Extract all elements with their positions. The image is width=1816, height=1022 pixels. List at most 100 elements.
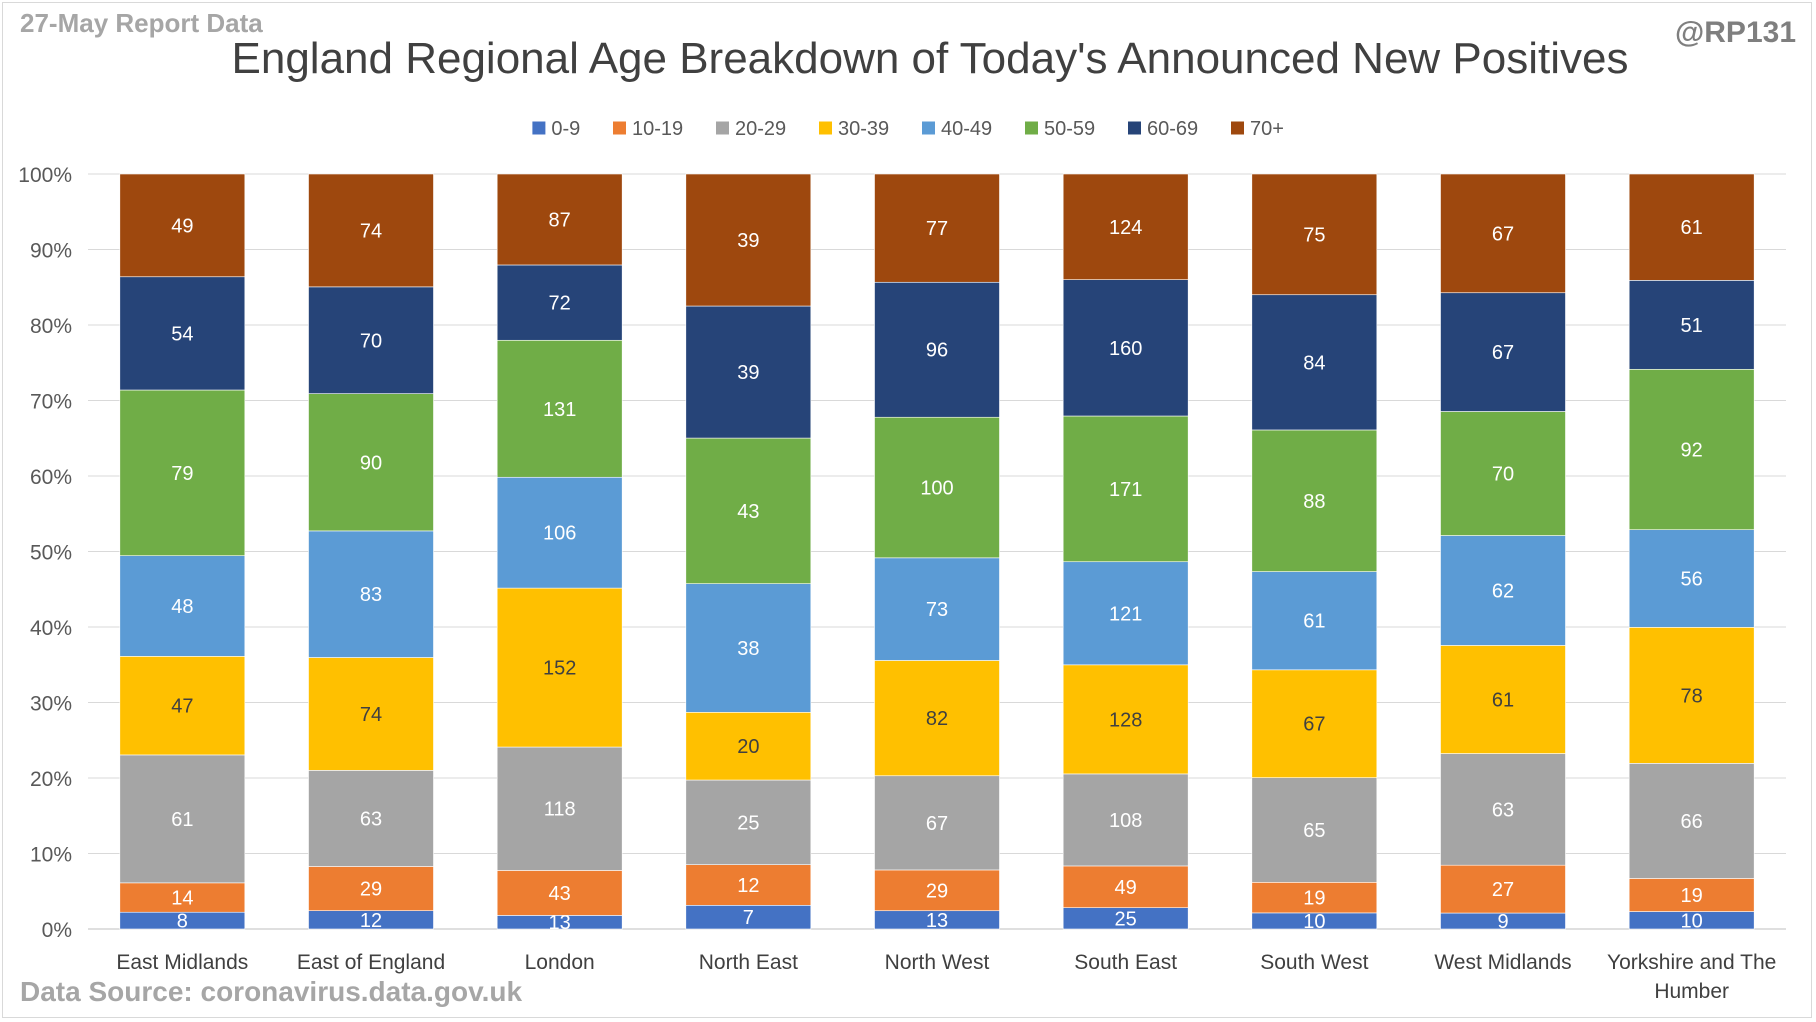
data-label: 72 [549, 293, 571, 315]
bar-segment [1062, 173, 1189, 280]
data-label: 67 [926, 813, 948, 835]
data-label: 7 [743, 907, 754, 929]
data-label: 54 [171, 323, 193, 345]
legend-swatch [819, 121, 832, 135]
x-tick-label: East of England [297, 951, 445, 974]
bar-segment [308, 770, 434, 867]
data-label: 43 [549, 883, 571, 905]
chart-title: England Regional Age Breakdown of Today'… [231, 34, 1629, 83]
y-tick-label: 60% [30, 466, 72, 489]
data-label: 61 [1681, 217, 1703, 239]
bar-segment [308, 393, 434, 532]
bar-segment [1440, 292, 1566, 412]
y-tick-label: 40% [30, 617, 72, 640]
data-label: 121 [1109, 603, 1142, 625]
data-label: 27 [1492, 879, 1514, 901]
bar-segment [874, 660, 1000, 777]
data-label: 160 [1109, 338, 1142, 360]
bar-segment [685, 583, 812, 713]
bar-segment [874, 775, 1000, 871]
legend-label: 20-29 [735, 118, 786, 140]
bar-segment [685, 864, 812, 906]
legend-label: 60-69 [1147, 118, 1198, 140]
bar-segment [685, 437, 812, 584]
data-label: 12 [360, 910, 382, 932]
data-label: 106 [543, 523, 576, 545]
legend-swatch [613, 121, 626, 135]
bar-segment [874, 281, 1000, 418]
x-tick-label: Humber [1654, 980, 1729, 1003]
bar-segment [119, 754, 246, 884]
bar-segment [496, 746, 623, 871]
data-label: 87 [549, 209, 571, 231]
data-label: 67 [1492, 342, 1514, 364]
y-tick-label: 70% [30, 391, 72, 414]
data-label: 66 [1681, 811, 1703, 833]
y-tick-label: 50% [30, 542, 72, 565]
data-label: 62 [1492, 580, 1514, 602]
data-label: 73 [926, 599, 948, 621]
data-label: 63 [1492, 799, 1514, 821]
bar-segment [1440, 173, 1566, 294]
x-tick-label: London [525, 951, 595, 974]
bar-segment [496, 173, 623, 266]
legend-label: 70+ [1250, 118, 1284, 140]
data-label: 83 [360, 584, 382, 606]
report-date-label: 27-May Report Data [20, 8, 263, 38]
y-tick-label: 30% [30, 693, 72, 716]
data-label: 92 [1681, 439, 1703, 461]
data-label: 56 [1681, 569, 1703, 591]
bar-segment [119, 656, 246, 756]
bar-segment [308, 173, 434, 288]
bar-segment [119, 389, 246, 556]
x-tick-label: North East [699, 951, 798, 974]
bar-segment [308, 286, 434, 394]
data-label: 79 [171, 463, 193, 485]
data-label: 171 [1109, 479, 1142, 501]
bar-segment [874, 173, 1000, 283]
bar-segment [1062, 865, 1189, 908]
data-label: 128 [1109, 709, 1142, 731]
bar-segment [1628, 368, 1755, 531]
data-label: 61 [171, 809, 193, 831]
bar-segment [496, 264, 623, 341]
legend-swatch [1231, 121, 1244, 135]
data-label: 63 [360, 808, 382, 830]
data-label: 51 [1681, 315, 1703, 337]
y-tick-label: 20% [30, 768, 72, 791]
data-label: 20 [737, 736, 759, 758]
data-label: 14 [171, 888, 193, 910]
x-tick-label: Yorkshire and The [1607, 951, 1776, 974]
data-label: 67 [1492, 223, 1514, 245]
bar-segment [1251, 777, 1378, 883]
bar-segment [874, 557, 1000, 661]
legend-swatch [922, 121, 935, 135]
data-label: 78 [1681, 685, 1703, 707]
data-label: 61 [1492, 689, 1514, 711]
data-label: 77 [926, 218, 948, 240]
bar-segment [1628, 627, 1755, 764]
data-label: 47 [171, 696, 193, 718]
y-tick-label: 80% [30, 315, 72, 338]
bar-segment [1251, 429, 1378, 572]
data-label: 43 [737, 501, 759, 523]
data-label: 67 [1303, 714, 1325, 736]
data-label: 65 [1303, 820, 1325, 842]
data-label: 100 [920, 478, 953, 500]
legend-swatch [1025, 121, 1038, 135]
x-tick-label: East Midlands [116, 951, 248, 974]
legend-label: 10-19 [632, 118, 683, 140]
bar-segment [1440, 645, 1566, 754]
bar-segment [1251, 173, 1378, 296]
data-label: 13 [549, 912, 571, 934]
y-tick-label: 100% [18, 164, 72, 187]
bar-segment [1251, 882, 1378, 914]
bar-segment [685, 779, 812, 865]
data-label: 118 [544, 799, 576, 821]
bar-segment [119, 276, 246, 391]
data-label: 38 [737, 638, 759, 660]
bar-segment [496, 339, 623, 478]
legend-label: 0-9 [551, 118, 580, 140]
